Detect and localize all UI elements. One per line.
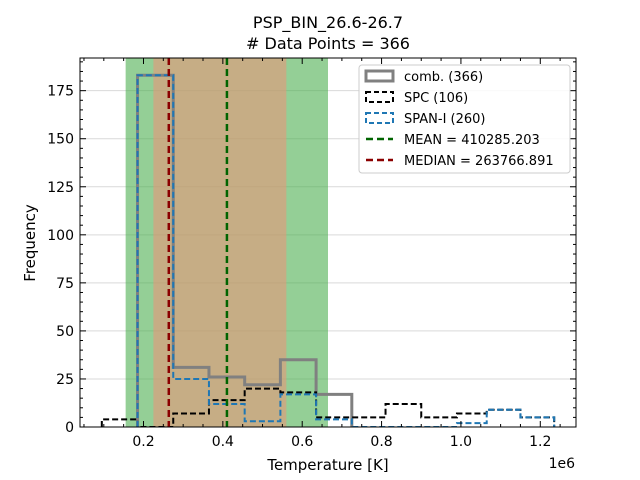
y-tick-label: 100 — [47, 228, 74, 244]
chart-subtitle: # Data Points = 366 — [246, 34, 410, 53]
y-tick-label: 25 — [56, 372, 74, 388]
y-tick-label: 75 — [56, 276, 74, 292]
x-tick-label: 1.0 — [450, 434, 472, 450]
y-tick-label: 175 — [47, 84, 74, 100]
x-axis-offset-label: 1e6 — [549, 456, 576, 472]
histogram-series-3 — [136, 74, 556, 427]
legend-box — [358, 64, 571, 174]
x-tick-label: 1.2 — [529, 434, 551, 450]
y-tick-label: 50 — [56, 324, 74, 340]
legend-swatch — [364, 69, 395, 83]
axes-frame — [79, 57, 577, 428]
legend-entry-label: MEDIAN = 263766.891 — [404, 154, 554, 169]
axes: 0.2 0.4 0.6 0.8 1.0 1.2 0 25 50 75 100 125 150 175 — [47, 57, 577, 450]
y-tick-label: 0 — [65, 420, 74, 436]
x-tick-label: 0.6 — [291, 434, 313, 450]
legend-swatch — [365, 91, 394, 103]
shaded-band-2 — [153, 58, 287, 427]
y-tick-label: 125 — [47, 180, 74, 196]
x-tick-label: 0.2 — [132, 434, 154, 450]
chart-title: PSP_BIN_26.6-26.7 — [253, 13, 403, 33]
plot-contents — [100, 58, 556, 427]
legend-entry-label: SPC (106) — [404, 91, 468, 106]
legend-entry-label: MEAN = 410285.203 — [404, 133, 540, 148]
histogram-series-2 — [100, 387, 556, 427]
legend-entry-label: SPAN-I (260) — [404, 112, 486, 127]
legend: comb. (366) SPC (106) SPAN-I (260) MEAN = 4… — [358, 64, 571, 174]
y-tick-label: 150 — [47, 132, 74, 148]
legend-entry-label: comb. (366) — [404, 70, 483, 85]
x-tick-label: 0.8 — [370, 434, 392, 450]
y-axis-label: Frequency — [21, 204, 39, 282]
legend-swatch — [365, 112, 394, 124]
x-tick-label: 0.4 — [212, 434, 234, 450]
x-axis-label: Temperature [K] — [266, 456, 388, 474]
